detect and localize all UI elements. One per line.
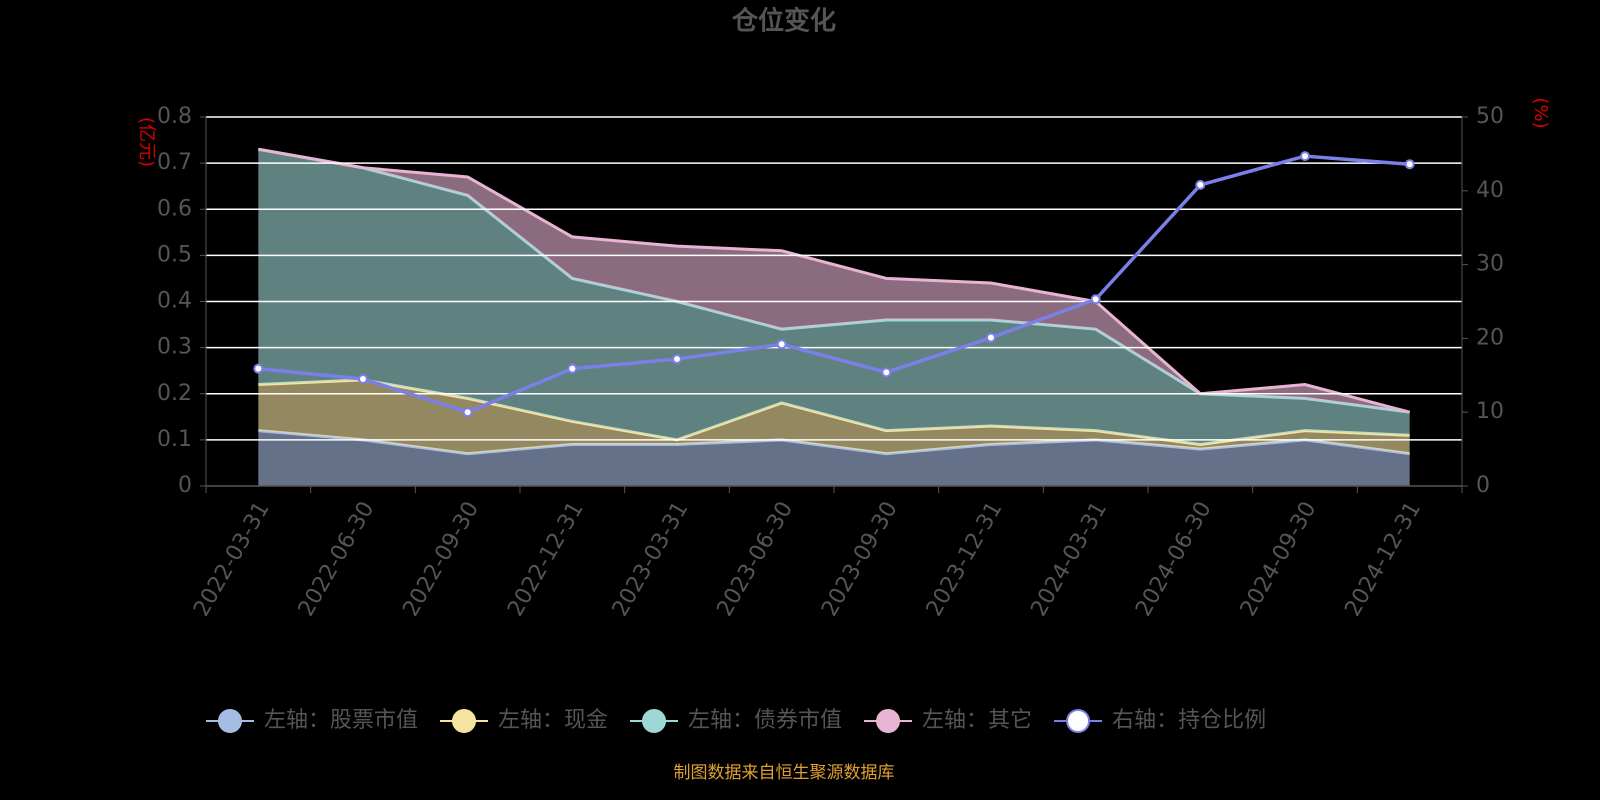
y-tick-label: 0 xyxy=(178,473,192,498)
chart-title: 仓位变化 xyxy=(731,6,836,37)
area xyxy=(258,430,1410,486)
y2-tick-label: 10 xyxy=(1476,399,1504,424)
point xyxy=(986,332,996,343)
point xyxy=(358,373,368,384)
legend-item[interactable]: 左轴：其它 xyxy=(864,708,1032,733)
legend-marker xyxy=(452,709,477,733)
legend-label: 右轴：持仓比例 xyxy=(1112,708,1266,733)
legend-label: 左轴：其它 xyxy=(922,708,1032,733)
y2-axis-label: (%) xyxy=(1530,97,1551,128)
point xyxy=(567,363,578,374)
point xyxy=(1090,294,1101,305)
legend-marker xyxy=(218,709,242,733)
y2-tick-label: 20 xyxy=(1476,325,1504,350)
point xyxy=(776,339,787,350)
legend-item[interactable]: 左轴：债券市值 xyxy=(630,708,842,733)
point xyxy=(672,354,682,365)
y-tick-label: 0.3 xyxy=(157,335,192,360)
point xyxy=(253,363,264,374)
point xyxy=(1404,159,1415,170)
point xyxy=(881,367,892,378)
legend-label: 左轴：现金 xyxy=(498,708,608,733)
legend-label: 左轴：股票市值 xyxy=(264,708,418,733)
y2-tick-label: 30 xyxy=(1476,252,1504,277)
y-tick-label: 0.7 xyxy=(157,150,192,175)
line xyxy=(258,154,1410,415)
y2-tick-label: 40 xyxy=(1476,178,1504,203)
y-tick-label: 0.6 xyxy=(157,196,192,221)
legend-marker xyxy=(876,709,901,733)
legend-item[interactable]: 左轴：现金 xyxy=(440,708,608,733)
y-tick-label: 0.1 xyxy=(157,427,192,452)
y-tick-label: 0.2 xyxy=(157,381,192,406)
area xyxy=(258,149,1410,445)
y2-tick-label: 0 xyxy=(1476,473,1490,498)
source-note: 制图数据来自恒生聚源数据库 xyxy=(674,763,895,783)
legend-item[interactable]: 右轴：持仓比例 xyxy=(1054,708,1266,733)
y-tick-label: 0.4 xyxy=(157,289,192,314)
y2-tick-label: 50 xyxy=(1476,104,1504,129)
y-tick-label: 0.8 xyxy=(157,104,192,129)
legend-item[interactable]: 左轴：股票市值 xyxy=(206,708,418,733)
area xyxy=(258,149,1410,413)
legend-marker xyxy=(642,709,667,733)
area-line xyxy=(258,147,1411,414)
point xyxy=(1300,151,1310,162)
y-tick-label: 0.5 xyxy=(157,242,192,267)
y-axis-label: (亿元) xyxy=(136,117,157,167)
legend-marker xyxy=(1066,709,1091,733)
point xyxy=(462,407,473,418)
point xyxy=(1195,179,1206,190)
legend-label: 左轴：债券市值 xyxy=(688,708,842,733)
